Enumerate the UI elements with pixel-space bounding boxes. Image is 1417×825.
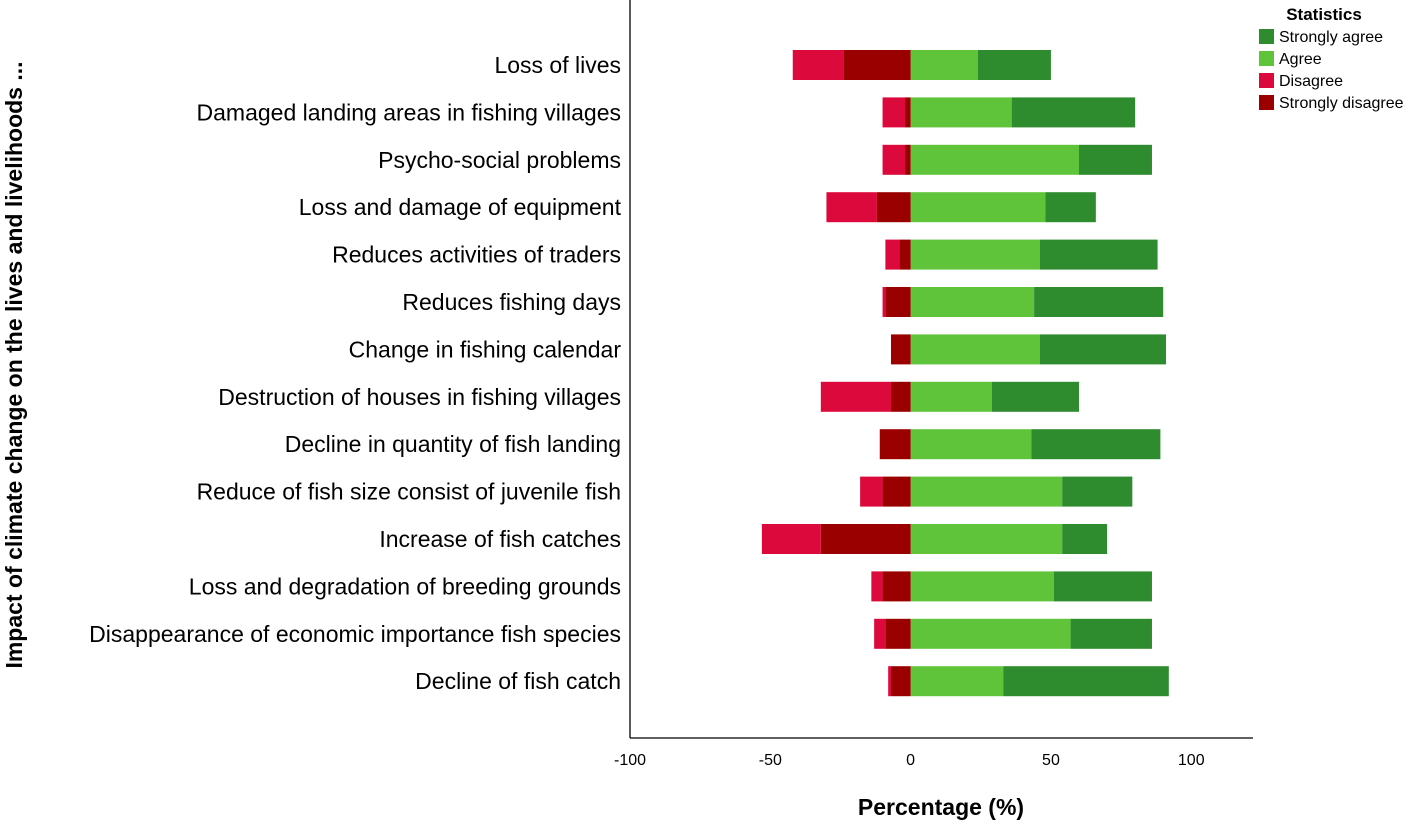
bar-strongly-disagree — [890, 381, 911, 412]
bar-agree — [910, 524, 1063, 554]
bar-agree — [910, 50, 978, 80]
bar-strongly-disagree — [882, 476, 911, 507]
legend: Statistics Strongly agree Agree Disagree St… — [1259, 5, 1404, 112]
bar-strongly-disagree — [899, 239, 911, 270]
category-label: Loss of lives — [494, 52, 621, 78]
bar-strongly-agree — [1053, 571, 1152, 602]
legend-label: Strongly agree — [1279, 29, 1383, 46]
bar-strongly-agree — [977, 50, 1051, 80]
bar-strongly-disagree — [843, 50, 911, 80]
bar-disagree — [860, 476, 883, 507]
bar-disagree — [826, 192, 877, 223]
x-axis-ticks: -100 -50 0 50 100 — [614, 752, 1205, 769]
x-tick-label: -100 — [614, 752, 646, 769]
bar-agree — [910, 334, 1040, 365]
bar-strongly-disagree — [879, 429, 911, 460]
bar-agree — [910, 571, 1054, 602]
category-label: Reduces activities of traders — [332, 242, 621, 268]
legend-swatch-disagree — [1259, 73, 1274, 88]
bar-disagree — [882, 144, 906, 175]
category-label: Change in fishing calendar — [349, 336, 622, 362]
bar-strongly-disagree — [876, 192, 911, 223]
category-label: Destruction of houses in fishing village… — [218, 384, 621, 410]
bar-strongly-agree — [1062, 476, 1133, 507]
category-label: Loss and damage of equipment — [299, 194, 622, 220]
y-axis-title: Impact of climate change on the lives an… — [1, 61, 27, 668]
bar-disagree — [882, 287, 886, 317]
x-tick-label: 100 — [1178, 752, 1205, 769]
x-axis-title: Percentage (%) — [858, 794, 1024, 820]
bar-disagree — [820, 381, 891, 412]
legend-title: Statistics — [1286, 5, 1362, 24]
bar-disagree — [885, 239, 900, 270]
bar-disagree — [874, 618, 886, 649]
bar-strongly-agree — [1039, 334, 1167, 365]
legend-swatch-strongly-disagree — [1259, 95, 1274, 110]
category-label: Psycho-social problems — [378, 147, 621, 173]
bar-disagree — [882, 97, 906, 128]
bar-strongly-disagree — [885, 287, 911, 317]
bar-agree — [910, 618, 1071, 649]
bar-agree — [910, 476, 1063, 507]
bar-agree — [910, 381, 993, 412]
bar-disagree — [792, 50, 844, 80]
legend-label: Agree — [1279, 51, 1322, 68]
legend-swatch-strongly-agree — [1259, 29, 1274, 44]
bar-strongly-disagree — [890, 334, 911, 365]
bar-strongly-disagree — [882, 571, 911, 602]
bar-agree — [910, 144, 1080, 175]
bar-agree — [910, 666, 1004, 697]
bar-disagree — [871, 571, 883, 602]
bar-strongly-agree — [1045, 192, 1096, 223]
x-tick-label: 50 — [1042, 752, 1060, 769]
x-tick-label: 0 — [906, 752, 915, 769]
bar-agree — [910, 429, 1032, 460]
bar-strongly-agree — [1079, 144, 1152, 175]
category-label: Damaged landing areas in fishing village… — [197, 99, 621, 125]
bar-strongly-agree — [1039, 239, 1158, 270]
bar-strongly-agree — [1062, 524, 1108, 554]
bar-strongly-disagree — [885, 618, 911, 649]
bar-strongly-disagree — [890, 666, 911, 697]
bar-strongly-disagree — [905, 97, 911, 128]
category-label: Disappearance of economic importance fis… — [89, 621, 621, 647]
category-label: Decline of fish catch — [415, 668, 621, 694]
bar-agree — [910, 239, 1040, 270]
category-labels: Loss of lives Damaged landing areas in fi… — [89, 52, 621, 694]
bar-strongly-disagree — [820, 524, 911, 554]
x-tick-label: -50 — [759, 752, 782, 769]
category-label: Reduce of fish size consist of juvenile … — [197, 479, 621, 505]
bar-agree — [910, 192, 1046, 223]
category-label: Increase of fish catches — [379, 526, 621, 552]
bar-disagree — [761, 524, 821, 554]
bar-strongly-agree — [1031, 429, 1161, 460]
legend-swatch-agree — [1259, 51, 1274, 66]
bar-strongly-agree — [1003, 666, 1169, 697]
category-label: Reduces fishing days — [402, 289, 621, 315]
bar-strongly-agree — [1034, 287, 1164, 317]
legend-label: Disagree — [1279, 73, 1343, 90]
bar-strongly-agree — [992, 381, 1080, 412]
bar-layer — [761, 50, 1169, 697]
category-label: Loss and degradation of breeding grounds — [189, 573, 621, 599]
bar-agree — [910, 97, 1012, 128]
bar-strongly-agree — [1011, 97, 1136, 128]
legend-label: Strongly disagree — [1279, 95, 1404, 112]
bar-strongly-disagree — [905, 144, 911, 175]
bar-agree — [910, 287, 1035, 317]
bar-strongly-agree — [1070, 618, 1152, 649]
bar-disagree — [888, 666, 891, 697]
category-label: Decline in quantity of fish landing — [285, 431, 621, 457]
